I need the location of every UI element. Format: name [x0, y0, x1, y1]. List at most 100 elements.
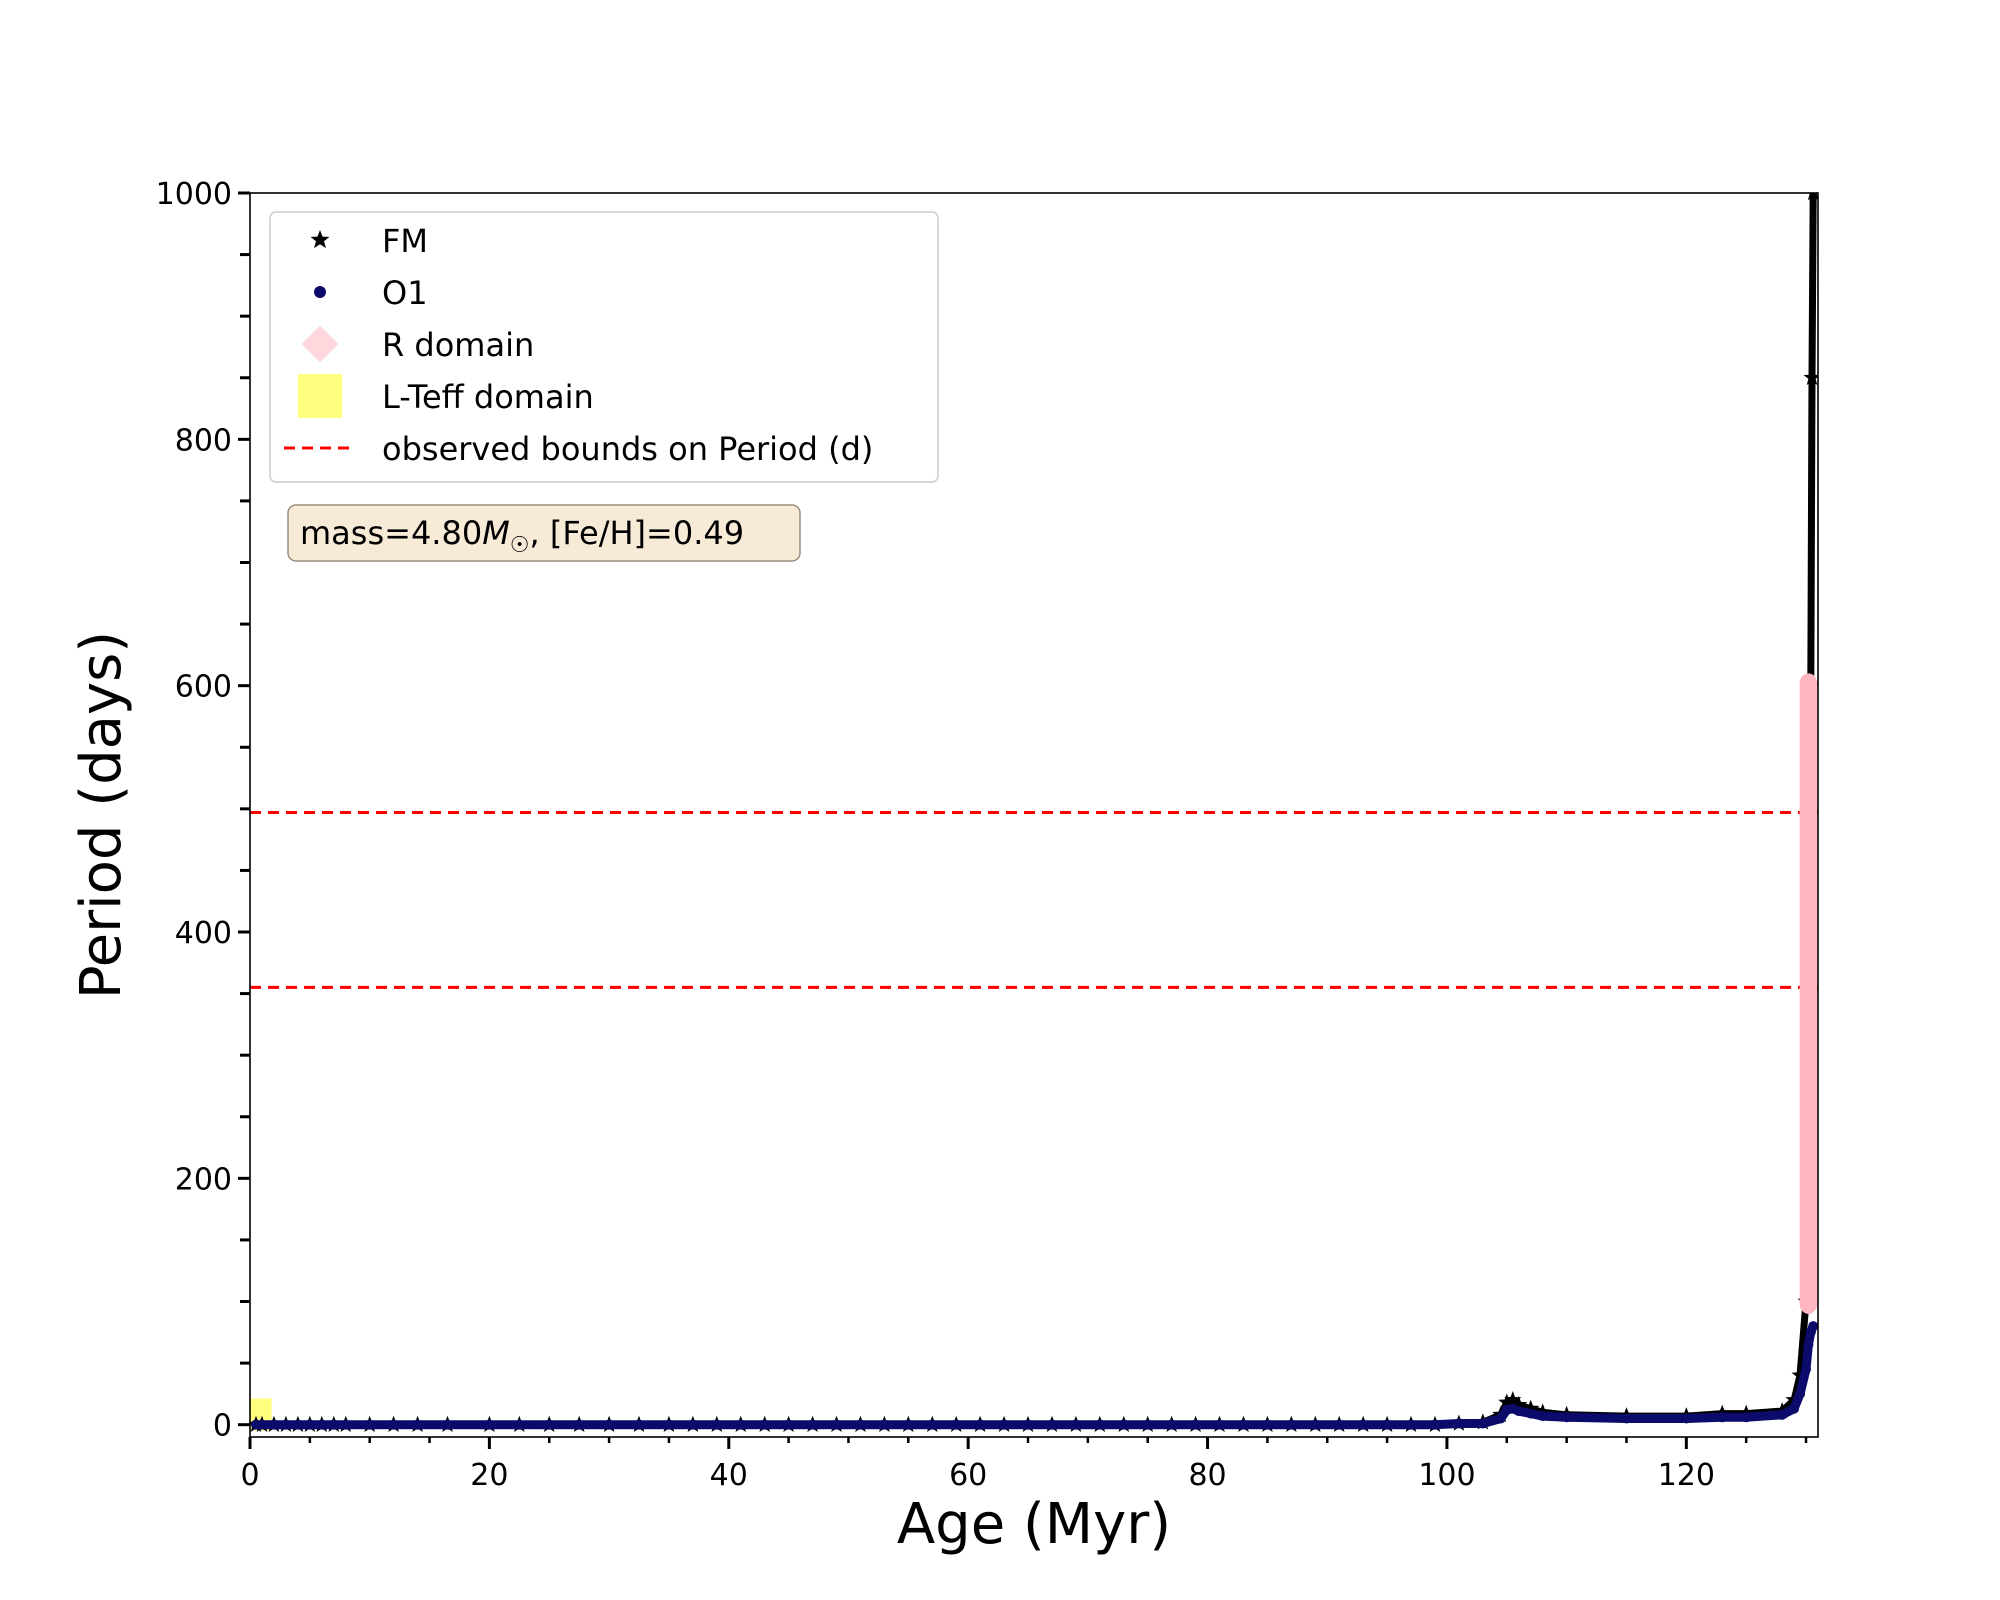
o1-point [1286, 1419, 1297, 1430]
legend-diamond-marker [301, 325, 339, 363]
x-tick-label: 0 [240, 1458, 259, 1493]
o1-point [1118, 1419, 1129, 1430]
o1-point [687, 1419, 698, 1430]
x-tick-label: 120 [1658, 1458, 1715, 1493]
o1-point [807, 1419, 818, 1430]
plot-frame [249, 192, 1819, 1438]
o1-point [442, 1419, 453, 1430]
x-tick-label: 40 [710, 1458, 748, 1493]
o1-point [1803, 1339, 1814, 1350]
o1-point [1513, 1406, 1524, 1417]
o1-point [292, 1419, 303, 1430]
o1-point [1358, 1419, 1369, 1430]
o1-point [1717, 1412, 1728, 1423]
legend-label-l-teff-domain: L-Teff domain [382, 378, 594, 416]
o1-point [1525, 1408, 1536, 1419]
o1-point [1808, 1321, 1818, 1332]
o1-point [1429, 1419, 1440, 1430]
y-axis-ticks: 0 200 400 600 800 1000 [156, 177, 250, 1444]
o1-point [484, 1419, 495, 1430]
legend-box [269, 211, 939, 483]
o1-point [711, 1419, 722, 1430]
o1-point [1681, 1413, 1692, 1424]
legend: FM O1 R domain L-Teff domain observed bo… [269, 211, 939, 483]
o1-point [1777, 1409, 1788, 1420]
legend-label-observed-bounds: observed bounds on Period (d) [382, 430, 873, 468]
fm-point [1504, 1391, 1522, 1408]
y-tick-label: 200 [175, 1162, 232, 1197]
o1-point [412, 1419, 423, 1430]
fm-point [1522, 1399, 1540, 1416]
o1-point [1537, 1411, 1548, 1422]
data-markers [250, 193, 1818, 1432]
fm-point [1807, 193, 1818, 201]
o1-point [1262, 1419, 1273, 1430]
o1-point [1334, 1419, 1345, 1430]
x-tick-label: 100 [1418, 1458, 1475, 1493]
o1-point [1406, 1419, 1417, 1430]
o1-point [1795, 1388, 1806, 1399]
o1-point [1382, 1419, 1393, 1430]
o1-point [735, 1419, 746, 1430]
o1-point [280, 1419, 291, 1430]
x-tick-label: 20 [470, 1458, 508, 1493]
o1-point [1166, 1419, 1177, 1430]
y-tick-label: 800 [175, 423, 232, 458]
o1-point [1801, 1364, 1812, 1375]
x-tick-label: 80 [1188, 1458, 1226, 1493]
o1-point [1214, 1419, 1225, 1430]
y-axis-title: Period (days) [69, 631, 134, 999]
x-tick-label: 60 [949, 1458, 987, 1493]
o1-point [316, 1419, 327, 1430]
annotation-text: mass=4.80M☉, [Fe/H]=0.49 [300, 514, 744, 558]
x-axis-title: Age (Myr) [897, 1492, 1171, 1557]
annotation-mass-subscript: ☉ [510, 533, 530, 558]
o1-point [340, 1419, 351, 1430]
x-axis-ticks: 0 20 40 60 80 100 120 [240, 1437, 1808, 1493]
fm-point [1498, 1393, 1516, 1410]
o1-point [364, 1419, 375, 1430]
legend-star-marker [310, 230, 330, 249]
o1-point [1621, 1413, 1632, 1424]
o1-point [927, 1419, 938, 1430]
o1-point [574, 1419, 585, 1430]
o1-point [855, 1419, 866, 1430]
legend-circle-marker [314, 286, 326, 298]
o1-point [1477, 1418, 1488, 1429]
o1-point [328, 1419, 339, 1430]
o1-point [999, 1419, 1010, 1430]
o1-point [1238, 1419, 1249, 1430]
o1-point [604, 1419, 615, 1430]
o1-point [304, 1419, 315, 1430]
o1-series-line [256, 1324, 1818, 1430]
o1-point [1741, 1412, 1752, 1423]
fm-point [1803, 368, 1818, 385]
y-tick-label: 0 [213, 1409, 232, 1444]
o1-point [634, 1419, 645, 1430]
annotation-background [287, 504, 801, 562]
o1-point [1453, 1418, 1464, 1429]
y-tick-label: 600 [175, 670, 232, 705]
annotation-prefix: mass=4.80 [300, 514, 482, 552]
o1-point [544, 1419, 555, 1430]
annotation-suffix: , [Fe/H]=0.49 [530, 514, 745, 552]
o1-point [1310, 1419, 1321, 1430]
annotation-mass-symbol: M [482, 514, 510, 552]
o1-point [951, 1419, 962, 1430]
observed-bounds-lines [250, 811, 1818, 989]
o1-point [879, 1419, 890, 1430]
r-domain-band [1799, 673, 1818, 1314]
legend-label-fm: FM [382, 222, 428, 260]
annotation-box: mass=4.80M☉, [Fe/H]=0.49 [287, 504, 801, 562]
o1-point [1023, 1419, 1034, 1430]
o1-point [1094, 1419, 1105, 1430]
o1-point [903, 1419, 914, 1430]
o1-point [1495, 1413, 1506, 1424]
o1-point [1789, 1403, 1800, 1414]
o1-point [663, 1419, 674, 1430]
o1-point [1190, 1419, 1201, 1430]
o1-point [1070, 1419, 1081, 1430]
o1-point [268, 1419, 279, 1430]
o1-point [1561, 1412, 1572, 1423]
